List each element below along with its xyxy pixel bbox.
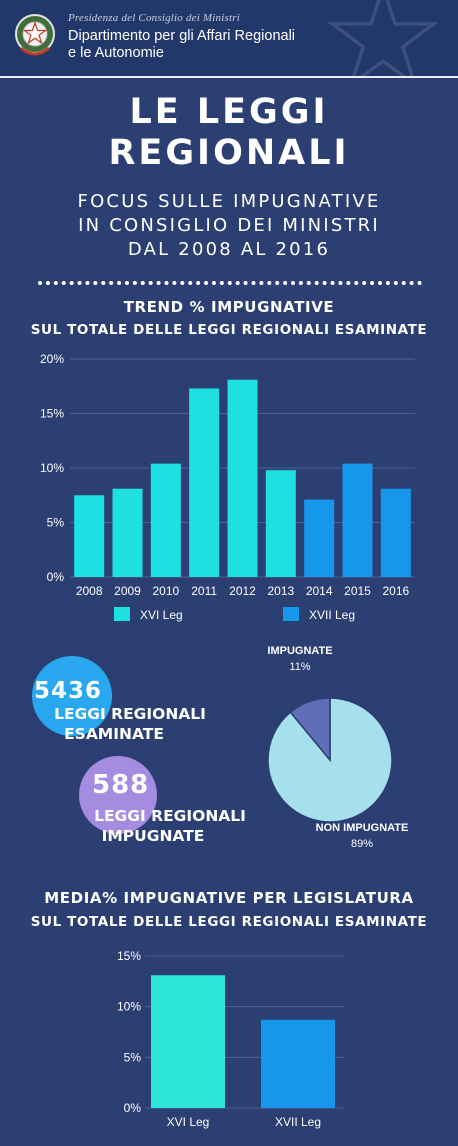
challenged-label-line1: LEGGI REGIONALI (94, 807, 246, 825)
x-tick-label: 2009 (114, 584, 141, 598)
x-tick-label: 2013 (267, 584, 294, 598)
page-title-line1: LE LEGGI (129, 92, 329, 132)
star-watermark-icon (328, 0, 438, 76)
examined-bubble (32, 656, 112, 736)
department-name: Dipartimento per gli Affari Regionali e … (68, 28, 295, 62)
bar-2010 (150, 463, 181, 577)
average-chart-title: MEDIA% IMPUGNATIVE PER LEGISLATURA (44, 889, 414, 907)
pie-pct-non-impugnate: 89% (351, 838, 373, 850)
x-tick-label: 2016 (382, 584, 409, 598)
challenged-bubble (79, 756, 157, 834)
challenged-count: 588 (92, 770, 150, 800)
legend-label: XVI Leg (140, 608, 183, 622)
x-tick-label: 2011 (191, 584, 217, 598)
x-tick-label: XVI Leg (167, 1115, 210, 1129)
legend-swatch (283, 607, 299, 621)
department-name-line2: e le Autonomie (68, 45, 164, 61)
bar-2015 (342, 463, 373, 577)
average-bar-chart: 0% 5% 10% 15% XVI Leg XVII Leg (117, 949, 345, 1129)
trend-bar-chart: 0% 5% 10% 15% 20% 2008 2009 2010 2011 2012 2013 201… (40, 352, 415, 622)
page-subtitle-line3: DAL 2008 AL 2016 (127, 239, 331, 260)
bar-2009 (112, 488, 143, 577)
pie-label-non-impugnate: NON IMPUGNATE (316, 822, 409, 834)
republic-emblem-icon (15, 14, 55, 56)
y-tick-label: 15% (117, 949, 141, 963)
y-tick-label: 20% (40, 352, 64, 366)
y-tick-label: 15% (40, 407, 64, 421)
dotted-divider (38, 281, 422, 285)
pie-chart: IMPUGNATE 11% NON IMPUGNATE 89% (267, 645, 409, 850)
page-title-line2: REGIONALI (108, 133, 350, 173)
y-tick-label: 10% (40, 461, 64, 475)
x-tick-label: 2015 (344, 584, 371, 598)
header-banner: Presidenza del Consiglio dei Ministri Di… (0, 0, 458, 78)
bar-xvii-leg (261, 1019, 335, 1108)
trend-chart-subtitle: SUL TOTALE DELLE LEGGI REGIONALI ESAMINA… (30, 322, 428, 338)
examined-label-line1: LEGGI REGIONALI (54, 705, 206, 723)
trend-chart-title: TREND % IMPUGNATIVE (123, 298, 335, 316)
presidency-label: Presidenza del Consiglio dei Ministri (68, 12, 240, 24)
bar-2013 (265, 470, 296, 577)
x-tick-label: XVII Leg (275, 1115, 321, 1129)
x-tick-label: 2012 (229, 584, 256, 598)
bar-2014 (304, 499, 335, 577)
y-tick-label: 5% (124, 1050, 142, 1064)
pie-pct-impugnate: 11% (289, 661, 310, 673)
y-tick-label: 5% (47, 516, 65, 530)
y-tick-label: 10% (117, 1000, 141, 1014)
page-subtitle-line1: FOCUS SULLE IMPUGNATIVE (77, 191, 381, 212)
legend-label: XVII Leg (309, 608, 355, 622)
y-tick-label: 0% (47, 570, 65, 584)
department-name-line1: Dipartimento per gli Affari Regionali (68, 28, 296, 44)
pie-slice-impugnate (289, 697, 331, 763)
pie-label-impugnate: IMPUGNATE (267, 645, 332, 657)
y-tick-label: 0% (124, 1101, 142, 1115)
legend-swatch (114, 607, 130, 621)
examined-label: LEGGI REGIONALI ESAMINATE (40, 704, 220, 744)
challenged-label-line2: IMPUGNATE (101, 827, 205, 845)
bar-2008 (74, 495, 105, 577)
bar-xvi-leg (151, 975, 225, 1108)
bar-2016 (380, 488, 411, 577)
x-tick-label: 2014 (306, 584, 333, 598)
x-tick-label: 2010 (152, 584, 179, 598)
x-tick-label: 2008 (76, 584, 103, 598)
examined-count: 5436 (34, 678, 103, 704)
bar-2011 (189, 388, 220, 577)
page-title: LE LEGGI REGIONALI (0, 92, 458, 174)
page-subtitle-line2: IN CONSIGLIO DEI MINISTRI (78, 215, 380, 236)
examined-label-line2: ESAMINATE (64, 725, 164, 743)
challenged-label: LEGGI REGIONALI IMPUGNATE (80, 806, 260, 846)
bar-2012 (227, 379, 258, 577)
page-subtitle: FOCUS SULLE IMPUGNATIVE IN CONSIGLIO DEI… (0, 190, 458, 262)
average-chart-subtitle: SUL TOTALE DELLE LEGGI REGIONALI ESAMINA… (30, 914, 428, 930)
